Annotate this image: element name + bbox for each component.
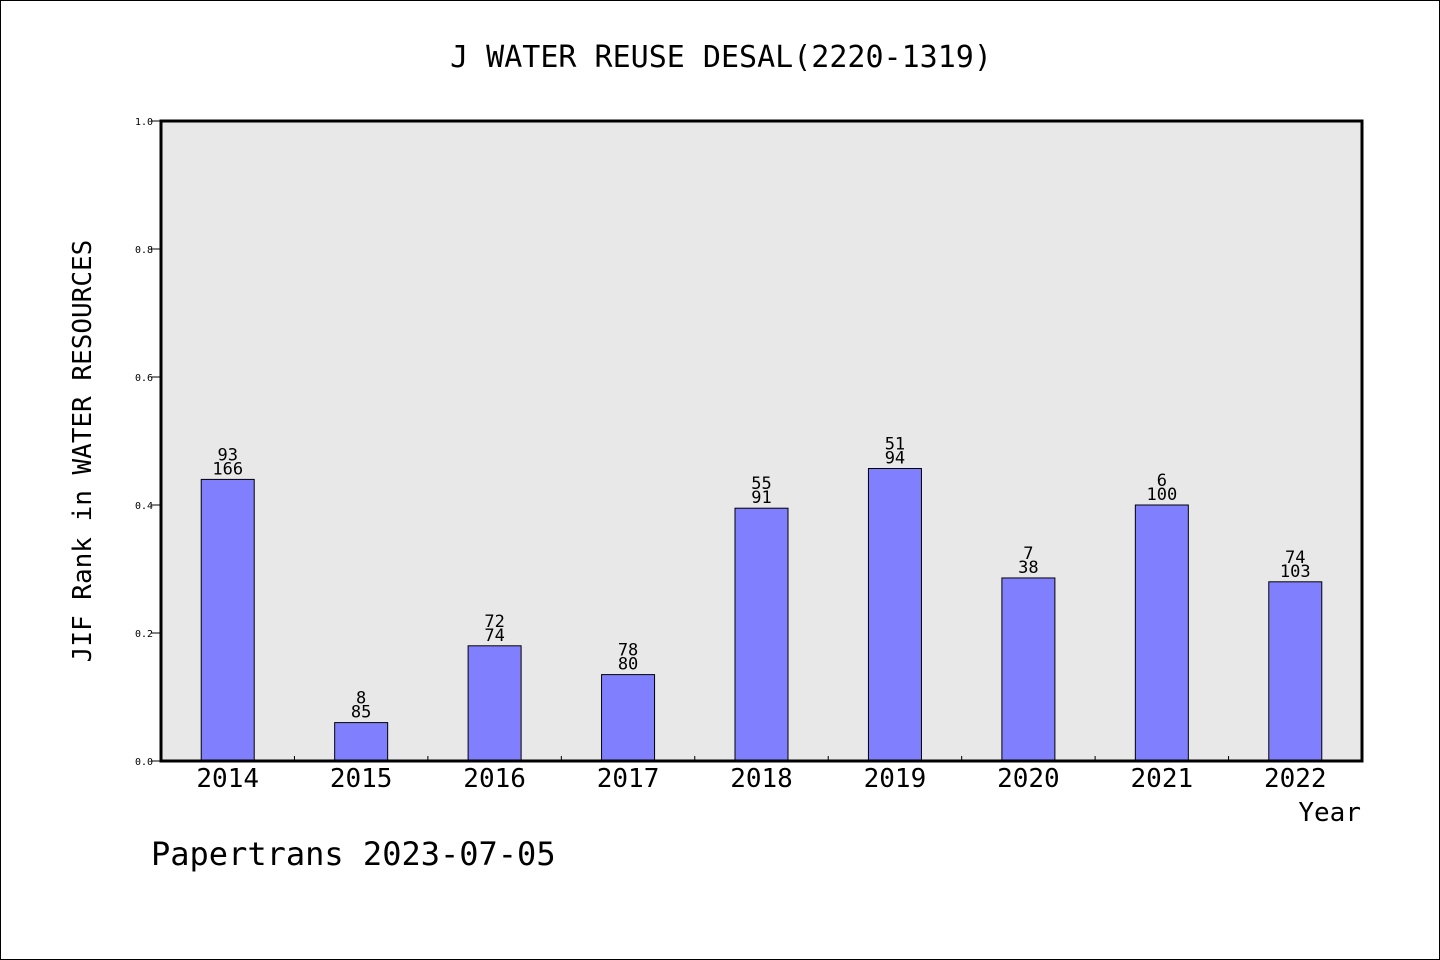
bar-label-bottom: 74 bbox=[484, 626, 504, 646]
y-axis-ticks: 0.0 0.2 0.4 0.6 0.8 1.0 bbox=[135, 117, 161, 768]
bar-label-top: 93 bbox=[217, 445, 237, 465]
x-tick-label: 2018 bbox=[730, 764, 793, 794]
x-axis-label: Year bbox=[1298, 798, 1361, 828]
bar-label-top: 6 bbox=[1157, 471, 1167, 491]
x-tick-label: 2019 bbox=[864, 764, 927, 794]
bar-label-top: 8 bbox=[356, 689, 366, 709]
x-tick-label: 2020 bbox=[997, 764, 1060, 794]
bar-label-top: 72 bbox=[484, 612, 504, 632]
bar-2015 bbox=[334, 722, 389, 762]
bar-2022 bbox=[1268, 581, 1323, 762]
bar-2017 bbox=[601, 674, 656, 762]
y-tick-label: 0.4 bbox=[135, 501, 153, 512]
bar-label-top: 74 bbox=[1285, 548, 1305, 568]
bar-2019 bbox=[867, 468, 922, 762]
bar-label-top: 7 bbox=[1023, 544, 1033, 564]
bar-label-bottom: 85 bbox=[351, 703, 371, 723]
bar-label-top: 51 bbox=[885, 435, 905, 455]
y-tick-label: 0.2 bbox=[135, 629, 153, 640]
bar-label-bottom: 100 bbox=[1146, 485, 1177, 505]
bar-2014 bbox=[200, 478, 255, 762]
y-tick-label: 0.8 bbox=[135, 245, 153, 256]
bar-2020 bbox=[1001, 577, 1056, 762]
footer-credit: Papertrans 2023-07-05 bbox=[151, 835, 556, 873]
x-tick-label: 2016 bbox=[463, 764, 526, 794]
y-tick-label: 1.0 bbox=[135, 117, 153, 128]
bar-2018 bbox=[734, 507, 789, 762]
x-axis-ticks: 2014 2015 2016 2017 2018 2019 2020 2021 2022 bbox=[196, 756, 1327, 794]
bar-label-top: 55 bbox=[751, 474, 771, 494]
bar-2021 bbox=[1134, 504, 1189, 762]
x-tick-label: 2015 bbox=[330, 764, 393, 794]
bar-label-bottom: 91 bbox=[751, 488, 771, 508]
x-tick-label: 2022 bbox=[1264, 764, 1327, 794]
y-axis-label: JIF Rank in WATER RESOURCES bbox=[68, 240, 98, 663]
x-tick-label: 2017 bbox=[597, 764, 660, 794]
bar-label-bottom: 103 bbox=[1280, 562, 1311, 582]
bar-label-bottom: 94 bbox=[885, 449, 905, 469]
y-tick-label: 0.6 bbox=[135, 373, 153, 384]
bar-label-top: 78 bbox=[618, 641, 638, 661]
bars bbox=[200, 468, 1323, 762]
chart-title: J WATER REUSE DESAL(2220-1319) bbox=[450, 40, 992, 75]
bar-label-bottom: 38 bbox=[1018, 558, 1038, 578]
plot-border bbox=[159, 119, 1364, 763]
x-tick-label: 2014 bbox=[196, 764, 259, 794]
bar-2016 bbox=[467, 645, 522, 762]
bar-label-bottom: 80 bbox=[618, 655, 638, 675]
bar-label-bottom: 166 bbox=[212, 459, 243, 479]
x-tick-label: 2021 bbox=[1131, 764, 1194, 794]
y-tick-label: 0.0 bbox=[135, 757, 153, 768]
